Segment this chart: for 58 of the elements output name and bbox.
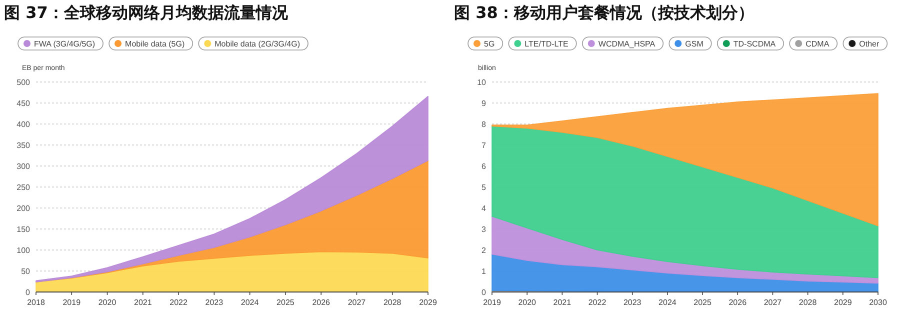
- x-tick-label: 2027: [348, 298, 366, 307]
- legend-label: TD-SCDMA: [733, 40, 776, 48]
- x-tick-label: 2018: [27, 298, 46, 307]
- x-tick-label: 2019: [483, 298, 502, 307]
- y-tick-label: 7: [482, 141, 487, 150]
- x-tick-label: 2026: [312, 298, 331, 307]
- legend-label: Mobile data (5G): [125, 40, 185, 48]
- chart-title: 图 38：移动用户套餐情况（按技术划分）: [454, 3, 754, 22]
- x-tick-label: 2021: [553, 298, 572, 307]
- y-tick-label: 500: [16, 78, 31, 87]
- legend-label: LTE/TD-LTE: [524, 40, 568, 48]
- x-tick-label: 2024: [658, 298, 677, 307]
- y-tick-label: 0: [26, 288, 31, 297]
- legend-label: 5G: [484, 40, 495, 48]
- y-tick-label: 400: [16, 120, 31, 129]
- chart-title: 图 37：全球移动网络月均数据流量情况: [4, 3, 289, 22]
- y-tick-label: 450: [16, 99, 31, 108]
- y-tick-label: 6: [482, 162, 487, 171]
- y-tick-label: 1: [482, 267, 487, 276]
- x-tick-label: 2025: [276, 298, 295, 307]
- y-tick-label: 300: [16, 162, 31, 171]
- x-tick-label: 2029: [834, 298, 852, 307]
- y-tick-label: 350: [16, 141, 31, 150]
- x-tick-label: 2022: [170, 298, 188, 307]
- y-tick-label: 5: [482, 183, 487, 192]
- x-tick-label: 2020: [518, 298, 537, 307]
- y-tick-label: 4: [482, 204, 487, 213]
- legend-label: CDMA: [806, 40, 830, 48]
- x-tick-label: 2021: [134, 298, 152, 307]
- x-tick-label: 2028: [798, 298, 818, 307]
- legend-label: WCDMA_HSPA: [598, 40, 656, 48]
- y-tick-label: 200: [16, 204, 31, 213]
- y-tick-label: 10: [477, 78, 487, 87]
- x-tick-label: 2020: [98, 298, 117, 307]
- legend-label: GSM: [685, 40, 704, 48]
- y-tick-label: 50: [21, 267, 31, 276]
- x-tick-label: 2019: [62, 298, 82, 307]
- x-tick-label: 2025: [694, 298, 712, 307]
- x-tick-label: 2022: [588, 298, 607, 307]
- legend-label: FWA (3G/4G/5G): [34, 40, 96, 48]
- x-tick-label: 2023: [623, 298, 642, 307]
- x-tick-label: 2030: [869, 298, 888, 307]
- y-tick-label: 9: [482, 99, 487, 108]
- legend-label: Other: [859, 40, 880, 48]
- x-tick-label: 2024: [240, 298, 260, 307]
- y-tick-label: 2: [482, 246, 487, 255]
- x-tick-label: 2026: [728, 298, 748, 307]
- y-tick-label: 150: [16, 225, 31, 234]
- y-tick-label: 100: [16, 246, 31, 255]
- x-tick-label: 2029: [419, 298, 438, 307]
- legend-label: Mobile data (2G/3G/4G): [214, 40, 300, 48]
- x-tick-label: 2028: [383, 298, 402, 307]
- y-tick-label: 0: [482, 288, 487, 297]
- x-tick-label: 2027: [764, 298, 782, 307]
- y-tick-label: 3: [482, 225, 487, 234]
- y-tick-label: 8: [482, 120, 487, 129]
- y-tick-label: 250: [16, 183, 31, 192]
- x-tick-label: 2023: [205, 298, 224, 307]
